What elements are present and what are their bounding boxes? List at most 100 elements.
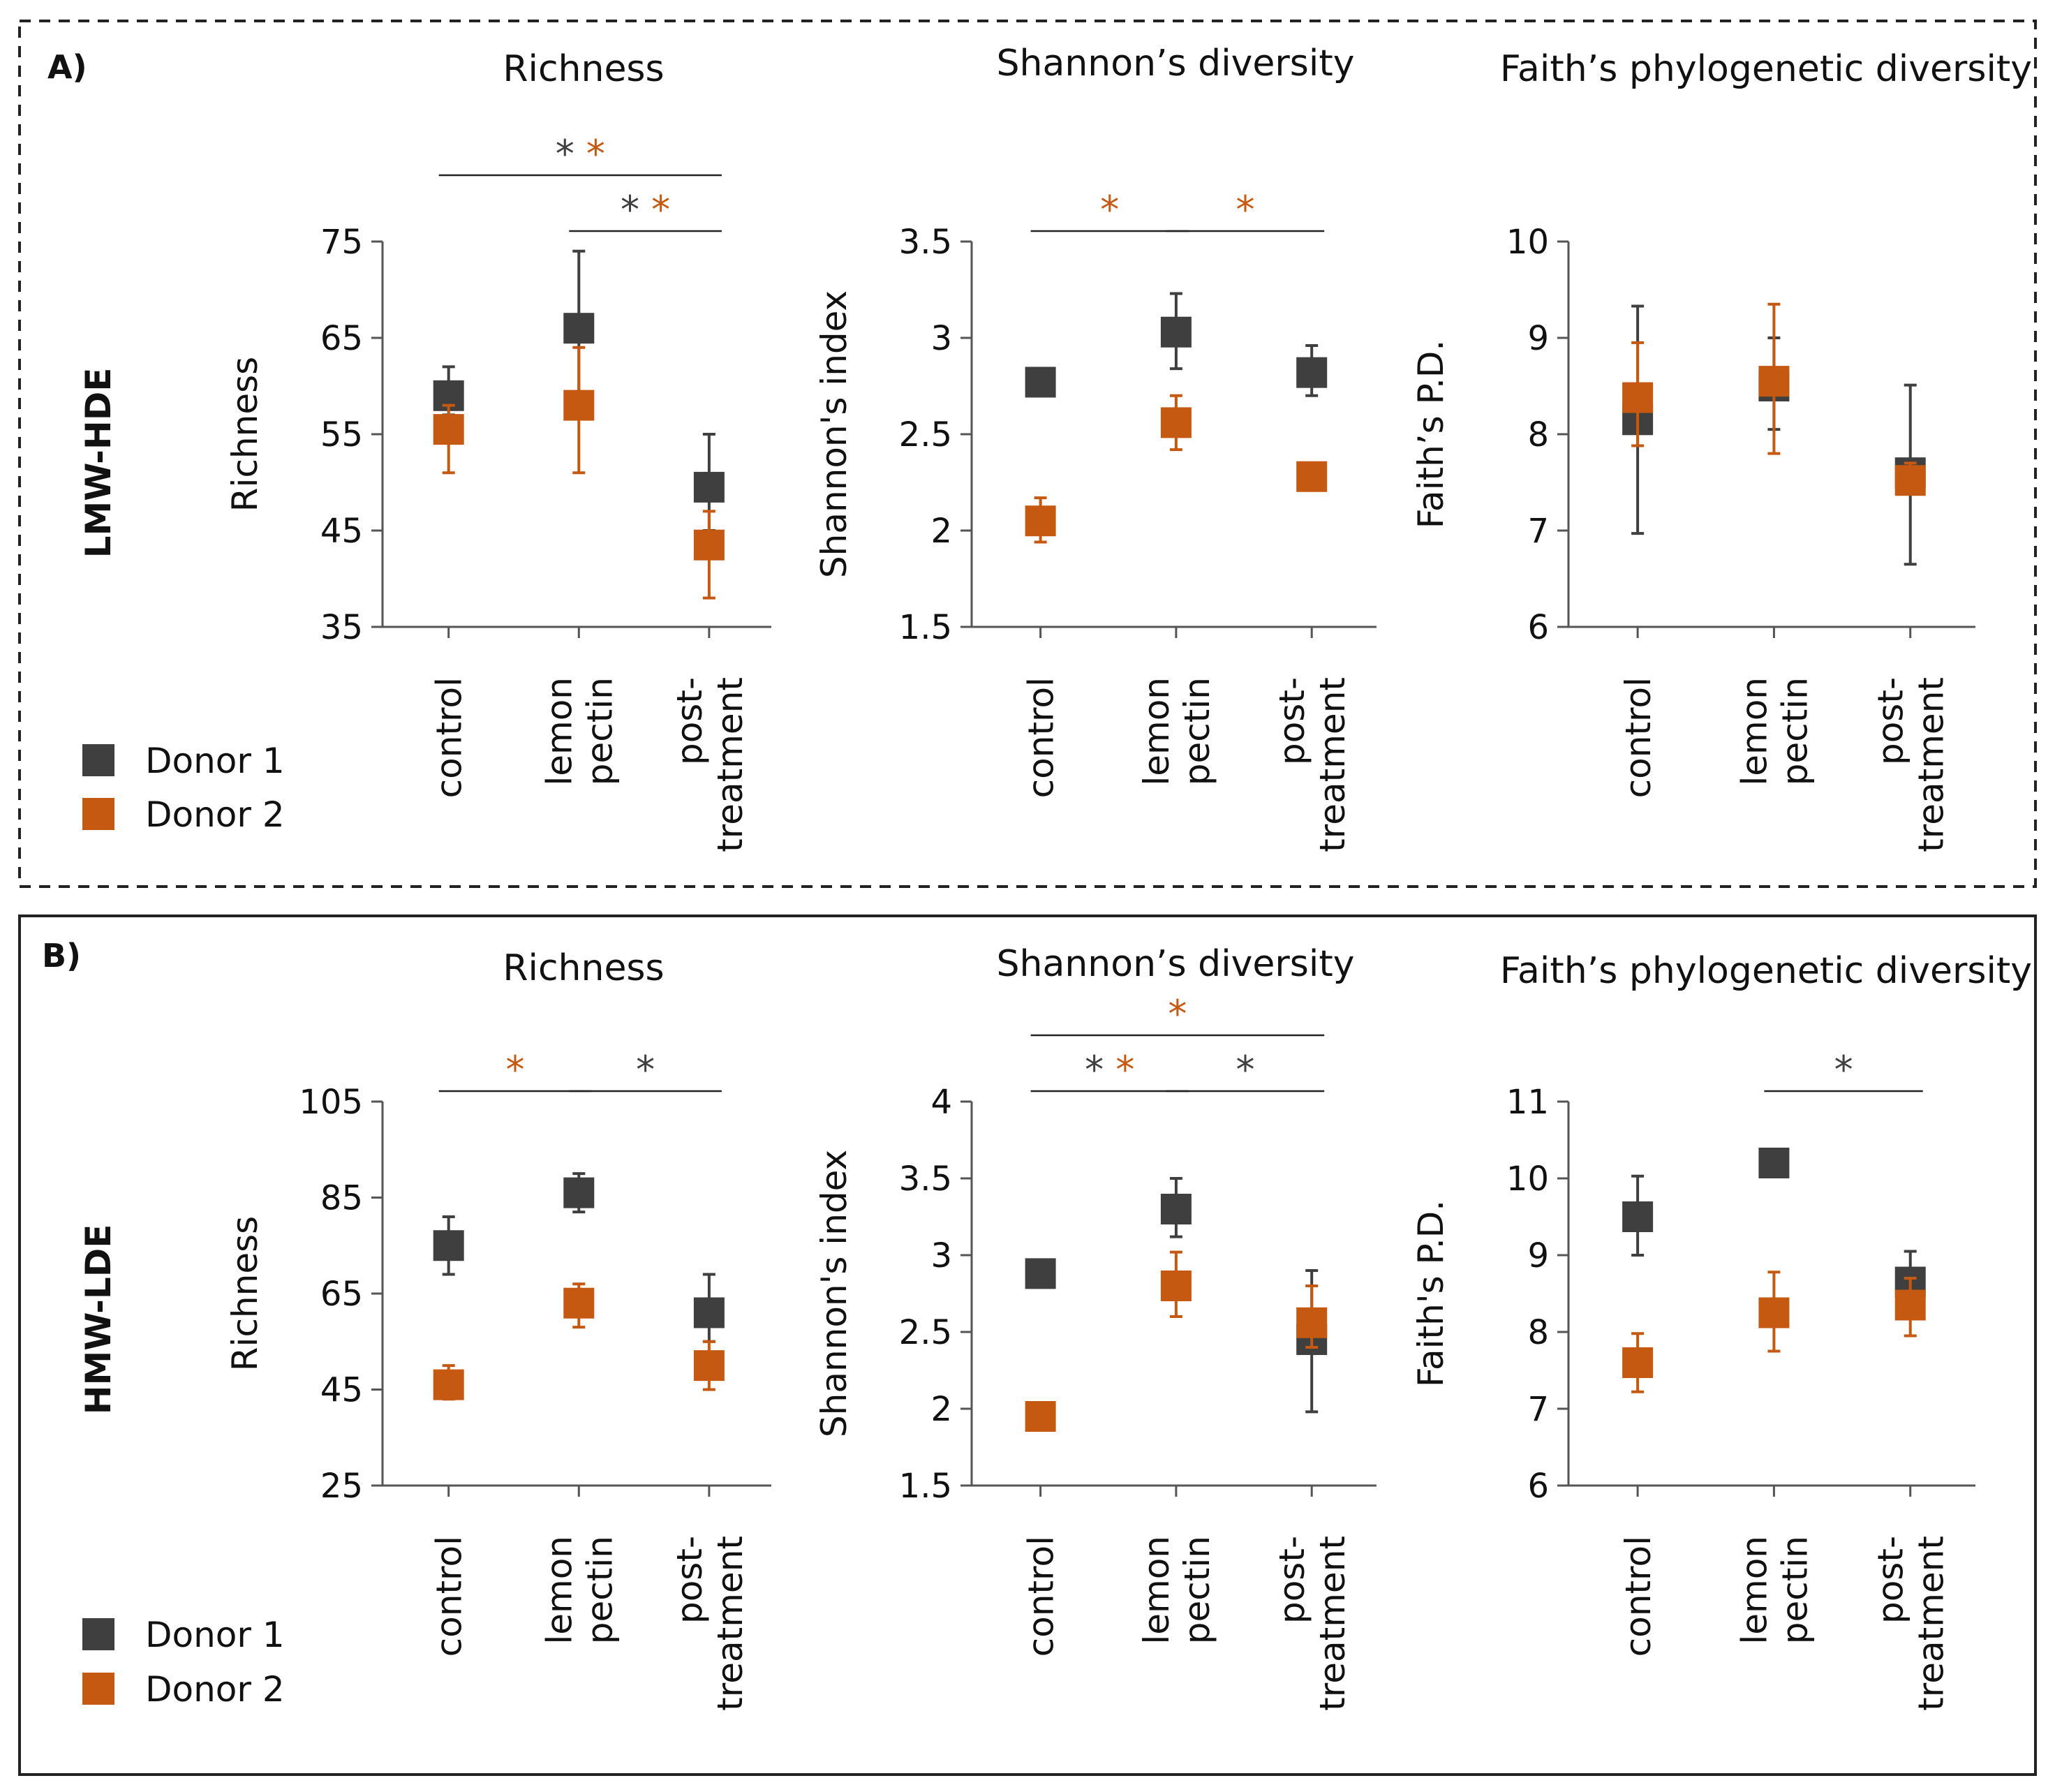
significance-star: * xyxy=(505,1048,524,1092)
legend-label-donor2: Donor 2 xyxy=(145,794,285,835)
significance-star: * xyxy=(1236,188,1255,232)
x-tick-label: treatment xyxy=(710,1536,750,1711)
data-point-donor2 xyxy=(433,1369,464,1400)
y-tick-label: 7 xyxy=(1527,1390,1549,1429)
chart-a-richness: Richness 75 65 55 45 35 Richness control lemon pe… xyxy=(225,48,771,852)
x-tick-label: lemon xyxy=(1136,677,1177,786)
data-point-donor2 xyxy=(1622,1347,1654,1378)
data-point-donor1 xyxy=(563,313,595,344)
panel-a-label: A) xyxy=(47,48,87,86)
significance-star: * xyxy=(621,188,639,232)
data-point-donor1 xyxy=(1160,316,1192,348)
legend-swatch-donor1 xyxy=(82,744,114,776)
chart-title: Shannon’s diversity xyxy=(997,43,1355,84)
x-tick-label: post- xyxy=(1272,1536,1312,1624)
legend-swatch-donor1 xyxy=(82,1618,114,1650)
y-tick-label: 45 xyxy=(320,512,363,551)
significance-stars: * * xyxy=(621,188,670,232)
chart-title: Richness xyxy=(503,48,664,90)
data-point-donor1 xyxy=(1025,1258,1056,1289)
legend-b: Donor 1 Donor 2 xyxy=(82,1615,285,1710)
significance-star: * xyxy=(1236,1048,1255,1092)
x-tick-label: control xyxy=(429,677,470,798)
x-tick-label: control xyxy=(1618,1536,1659,1657)
y-axis-label: Shannon's index xyxy=(814,290,854,578)
y-tick-label: 65 xyxy=(320,319,363,358)
data-point-donor2 xyxy=(693,1350,725,1382)
significance-star: * xyxy=(1104,1048,1134,1092)
significance-stars: * xyxy=(505,1048,524,1092)
data-point-donor1 xyxy=(1758,1148,1790,1178)
y-tick-label: 2.5 xyxy=(899,415,952,454)
data-point-donor2 xyxy=(563,390,595,421)
significance-stars: * xyxy=(1236,188,1255,232)
data-point-donor2 xyxy=(1296,1307,1328,1338)
legend-label-donor1: Donor 1 xyxy=(145,741,285,781)
y-tick-label: 4 xyxy=(930,1083,952,1122)
x-tick-label: post- xyxy=(669,677,710,765)
y-tick-label: 3 xyxy=(930,319,952,358)
chart-b-faith: Faith’s phylogenetic diversity 11 10 9 8 7 6 Fa… xyxy=(1411,950,2032,1711)
significance-star: * xyxy=(636,1048,655,1092)
x-tick-label: treatment xyxy=(1312,1536,1353,1711)
x-tick-label: pectin xyxy=(1177,1536,1217,1644)
y-tick-label: 10 xyxy=(1506,223,1549,262)
significance-stars: * * xyxy=(556,132,605,176)
y-tick-label: 1.5 xyxy=(899,608,952,647)
significance-star: * xyxy=(556,132,574,176)
significance-stars: * xyxy=(1236,1048,1255,1092)
data-point-donor2 xyxy=(563,1287,595,1319)
y-tick-label: 11 xyxy=(1506,1083,1549,1122)
data-point-donor2 xyxy=(693,529,725,561)
y-tick-label: 3.5 xyxy=(899,1160,952,1199)
x-tick-label: post- xyxy=(1272,677,1312,765)
x-tick-label: control xyxy=(429,1536,470,1657)
data-point-donor2 xyxy=(1894,1289,1926,1321)
y-tick-label: 85 xyxy=(320,1179,363,1218)
y-tick-label: 3 xyxy=(930,1236,952,1275)
significance-star: * xyxy=(1085,1048,1104,1092)
x-tick-label: post- xyxy=(1871,677,1911,765)
significance-stars: * xyxy=(1168,992,1187,1036)
data-point-donor2 xyxy=(1025,505,1056,537)
y-tick-label: 105 xyxy=(299,1083,363,1122)
data-point-donor2 xyxy=(1894,465,1926,496)
row-label-b: HMW-LDE xyxy=(78,1224,119,1415)
data-point-donor2 xyxy=(1160,1271,1192,1301)
x-tick-label: pectin xyxy=(1774,677,1815,785)
chart-title: Faith’s phylogenetic diversity xyxy=(1500,950,2032,992)
data-point-donor1 xyxy=(693,1297,725,1328)
x-tick-label: pectin xyxy=(1177,677,1217,785)
legend-swatch-donor2 xyxy=(82,798,114,830)
significance-star: * xyxy=(574,132,605,176)
x-tick-label: lemon xyxy=(1734,677,1774,786)
chart-a-shannon: Shannon’s diversity 3.5 3 2.5 2 1.5 Shannon's … xyxy=(814,43,1377,852)
x-tick-label: control xyxy=(1021,1536,1062,1657)
significance-star: * xyxy=(1168,992,1187,1036)
y-tick-label: 55 xyxy=(320,415,363,454)
y-tick-label: 25 xyxy=(320,1467,363,1506)
row-label-a: LMW-HDE xyxy=(78,368,119,558)
x-tick-label: lemon xyxy=(539,677,579,786)
chart-b-shannon: Shannon’s diversity 4 3.5 3 2.5 2 1.5 Shannon's… xyxy=(814,943,1377,1711)
significance-stars: * * xyxy=(1085,1048,1134,1092)
y-tick-label: 1.5 xyxy=(899,1467,952,1506)
y-tick-label: 9 xyxy=(1527,319,1549,358)
legend-label-donor2: Donor 2 xyxy=(145,1669,285,1710)
y-axis-label: Faith’s P.D. xyxy=(1411,340,1451,528)
data-point-donor2 xyxy=(1160,407,1192,438)
data-point-donor1 xyxy=(563,1177,595,1208)
y-axis-label: Faith's P.D. xyxy=(1411,1200,1451,1387)
chart-title: Faith’s phylogenetic diversity xyxy=(1500,48,2032,90)
x-tick-label: lemon xyxy=(1734,1536,1774,1645)
data-point-donor2 xyxy=(1758,1297,1790,1328)
data-point-donor1 xyxy=(1622,1201,1654,1232)
y-tick-label: 10 xyxy=(1506,1160,1549,1199)
panel-a-border xyxy=(18,20,2037,888)
y-tick-label: 8 xyxy=(1527,415,1549,454)
significance-stars: * xyxy=(1100,188,1119,232)
panel-b-label: B) xyxy=(42,937,81,975)
significance-stars: * xyxy=(1834,1048,1853,1092)
data-point-donor2 xyxy=(1296,461,1328,492)
